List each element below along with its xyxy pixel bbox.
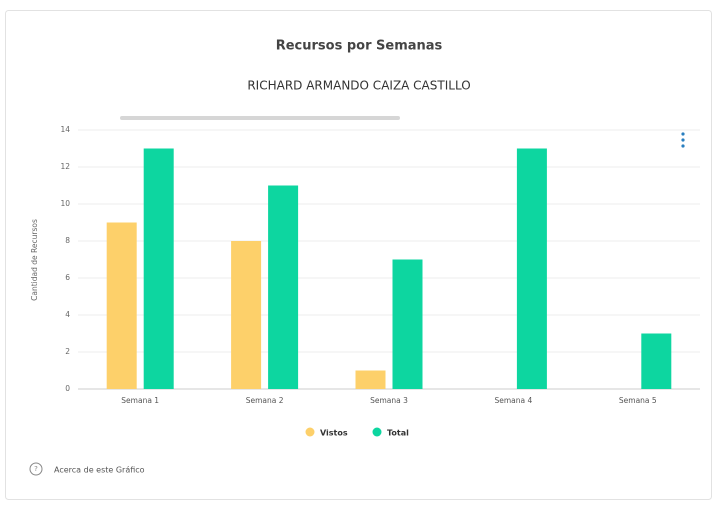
bar	[268, 185, 299, 389]
y-tick-label: 2	[65, 347, 70, 356]
info-icon[interactable]	[29, 462, 43, 476]
legend-swatch	[372, 427, 382, 437]
bar	[106, 222, 137, 389]
y-tick-label: 8	[65, 236, 70, 245]
legend-label: Vistos	[320, 429, 348, 438]
y-axis-label: Cantidad de Recursos	[30, 219, 39, 301]
y-tick-label: 10	[60, 199, 70, 208]
bar	[641, 333, 672, 389]
y-tick-label: 12	[60, 162, 70, 171]
y-tick-label: 4	[65, 310, 70, 319]
x-tick-label: Semana 3	[370, 396, 408, 405]
bar	[355, 370, 386, 389]
y-tick-label: 6	[65, 273, 70, 282]
legend-swatch	[305, 427, 315, 437]
bar	[392, 259, 423, 389]
x-tick-label: Semana 1	[121, 396, 159, 405]
bar	[231, 241, 262, 389]
legend-label: Total	[387, 429, 409, 438]
x-tick-label: Semana 2	[246, 396, 284, 405]
y-tick-label: 0	[65, 384, 70, 393]
info-icon-glyph: ?	[34, 465, 38, 473]
x-tick-label: Semana 4	[495, 396, 533, 405]
tooltip-shadow	[120, 116, 400, 120]
chart-subtitle: RICHARD ARMANDO CAIZA CASTILLO	[247, 79, 470, 93]
x-tick-label: Semana 5	[619, 396, 657, 405]
bar	[516, 148, 547, 389]
y-tick-label: 14	[60, 125, 70, 134]
menu-icon[interactable]	[681, 132, 685, 148]
bar	[143, 148, 174, 389]
chart-title: Recursos por Semanas	[276, 39, 443, 54]
footer-link[interactable]: Acerca de este Gráfico	[54, 466, 145, 475]
